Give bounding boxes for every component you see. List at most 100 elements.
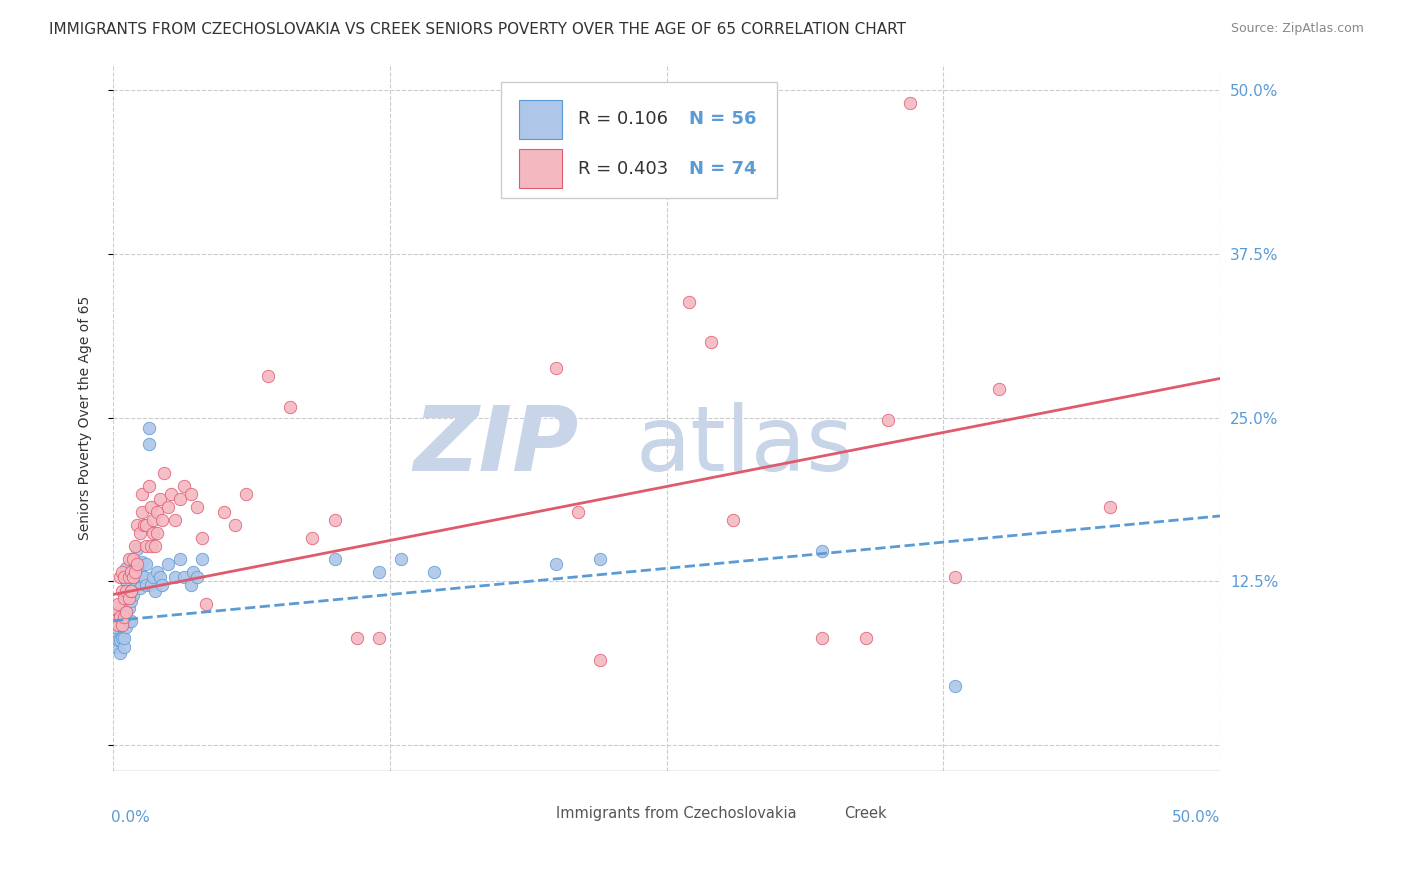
- Text: Creek: Creek: [844, 806, 886, 822]
- Point: [131, 555, 153, 569]
- Point: [135, 578, 157, 592]
- Point: [150, 513, 173, 527]
- Point: [139, 578, 162, 592]
- Point: [323, 513, 346, 527]
- Text: R = 0.403: R = 0.403: [578, 160, 668, 178]
- Point: [124, 574, 146, 589]
- Point: [131, 505, 153, 519]
- Point: [127, 561, 149, 575]
- Point: [898, 96, 921, 111]
- Point: [544, 558, 567, 572]
- Text: 0.0%: 0.0%: [111, 810, 149, 825]
- Point: [115, 605, 138, 619]
- Point: [117, 552, 139, 566]
- Point: [104, 627, 127, 641]
- Point: [104, 620, 127, 634]
- Point: [157, 558, 180, 572]
- Point: [112, 640, 135, 654]
- Point: [127, 518, 149, 533]
- Point: [111, 631, 134, 645]
- Point: [987, 382, 1010, 396]
- Point: [700, 334, 723, 349]
- Point: [544, 360, 567, 375]
- Point: [138, 479, 160, 493]
- Point: [149, 570, 172, 584]
- Point: [190, 552, 212, 566]
- Point: [810, 544, 832, 558]
- Point: [142, 570, 165, 584]
- Point: [104, 600, 127, 615]
- Point: [117, 600, 139, 615]
- Point: [120, 566, 142, 580]
- Point: [120, 583, 142, 598]
- Point: [139, 500, 162, 514]
- Point: [120, 594, 142, 608]
- Point: [181, 566, 204, 580]
- Point: [186, 570, 208, 584]
- Point: [1098, 500, 1121, 514]
- Point: [107, 633, 129, 648]
- Point: [107, 617, 129, 632]
- Text: N = 56: N = 56: [689, 111, 756, 128]
- Point: [107, 597, 129, 611]
- Point: [111, 617, 134, 632]
- Point: [128, 525, 150, 540]
- Point: [128, 581, 150, 595]
- Point: [146, 505, 169, 519]
- Point: [138, 421, 160, 435]
- Point: [107, 614, 129, 628]
- Point: [146, 525, 169, 540]
- Point: [943, 570, 966, 584]
- Point: [128, 566, 150, 580]
- Text: N = 74: N = 74: [689, 160, 756, 178]
- Point: [159, 486, 181, 500]
- Point: [122, 567, 145, 582]
- Point: [143, 539, 166, 553]
- Point: [111, 617, 134, 632]
- Point: [169, 491, 191, 506]
- Point: [112, 570, 135, 584]
- Point: [190, 531, 212, 545]
- FancyBboxPatch shape: [501, 82, 778, 198]
- Point: [111, 583, 134, 598]
- Point: [111, 566, 134, 580]
- Point: [143, 583, 166, 598]
- Point: [108, 647, 131, 661]
- Point: [367, 631, 389, 645]
- Point: [180, 578, 202, 592]
- Point: [127, 541, 149, 556]
- Point: [132, 518, 155, 533]
- Point: [135, 539, 157, 553]
- Point: [810, 631, 832, 645]
- Point: [124, 555, 146, 569]
- Point: [135, 518, 157, 533]
- Point: [108, 609, 131, 624]
- Point: [117, 591, 139, 606]
- Point: [122, 587, 145, 601]
- Point: [943, 679, 966, 693]
- Point: [173, 479, 195, 493]
- Point: [120, 583, 142, 598]
- Point: [150, 578, 173, 592]
- Point: [122, 570, 145, 584]
- Text: 50.0%: 50.0%: [1173, 810, 1220, 825]
- Point: [423, 566, 446, 580]
- Point: [117, 570, 139, 584]
- Point: [589, 552, 612, 566]
- Point: [346, 631, 368, 645]
- Point: [367, 566, 389, 580]
- Point: [139, 539, 162, 553]
- Point: [115, 561, 138, 575]
- Point: [149, 491, 172, 506]
- Point: [589, 653, 612, 667]
- Point: [323, 552, 346, 566]
- Point: [112, 609, 135, 624]
- Point: [180, 486, 202, 500]
- Point: [278, 401, 301, 415]
- Point: [142, 513, 165, 527]
- Point: [127, 558, 149, 572]
- Point: [131, 486, 153, 500]
- Text: atlas: atlas: [636, 402, 853, 490]
- Point: [112, 631, 135, 645]
- Text: R = 0.106: R = 0.106: [578, 111, 668, 128]
